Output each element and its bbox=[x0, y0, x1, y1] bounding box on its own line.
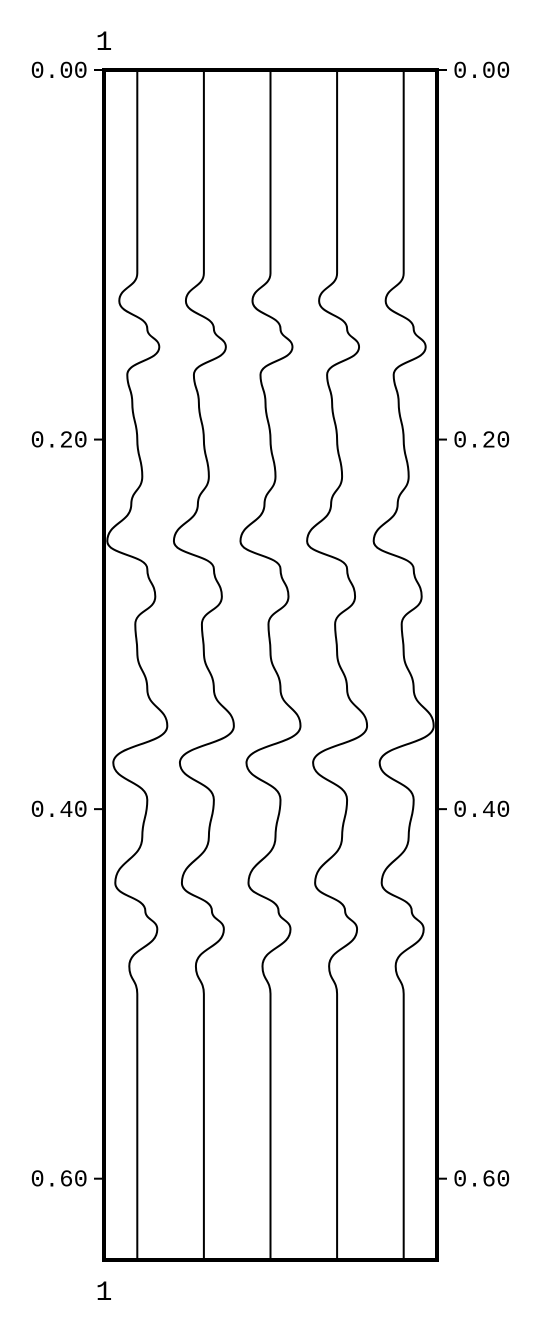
seismic-chart: 0.00 0.20 0.40 0.60 0.00 0.20 0.40 0.60 1 1 bbox=[0, 0, 541, 1323]
right-tick-label: 0.20 bbox=[453, 429, 511, 456]
seismic-chart-container: 0.00 0.20 0.40 0.60 0.00 0.20 0.40 0.60 1 1 bbox=[0, 0, 541, 1323]
left-tick-label: 0.40 bbox=[30, 798, 88, 825]
left-tick-label: 0.20 bbox=[30, 429, 88, 456]
left-tick-label: 0.00 bbox=[30, 59, 88, 86]
left-tick-label: 0.60 bbox=[30, 1168, 88, 1195]
right-tick-label: 0.00 bbox=[453, 59, 511, 86]
bottom-axis-label: 1 bbox=[96, 1278, 113, 1309]
right-tick-label: 0.60 bbox=[453, 1168, 511, 1195]
right-tick-label: 0.40 bbox=[453, 798, 511, 825]
top-axis-label: 1 bbox=[96, 28, 113, 59]
